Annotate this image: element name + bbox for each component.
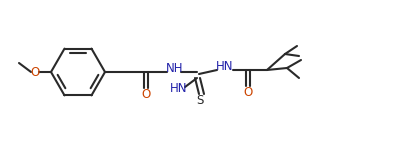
Text: S: S [196,94,204,108]
Text: O: O [142,87,151,100]
Text: HN: HN [216,60,234,74]
Text: HN: HN [170,82,188,96]
Text: NH: NH [166,61,184,75]
Text: O: O [30,66,39,78]
Text: O: O [243,85,252,99]
